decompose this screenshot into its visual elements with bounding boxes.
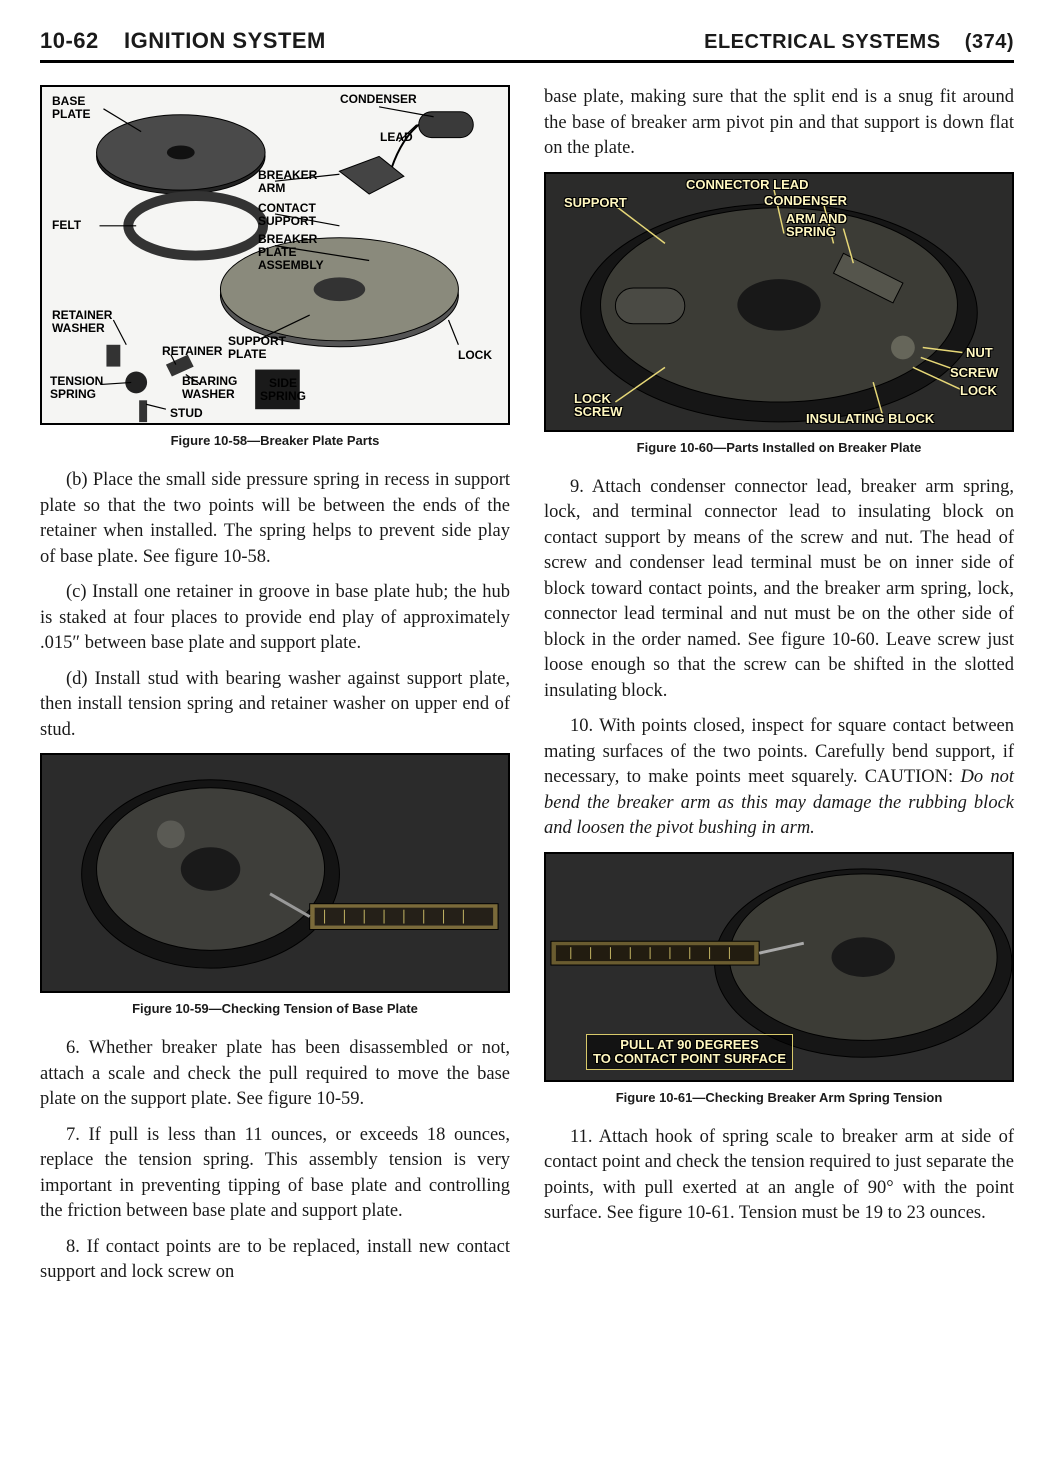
figure-10-59-caption: Figure 10-59—Checking Tension of Base Pl… [40, 1001, 510, 1016]
label-support-plate: SUPPORT PLATE [228, 335, 286, 361]
header-left: 10-62 IGNITION SYSTEM [40, 28, 326, 54]
para-top: base plate, making sure that the split e… [544, 85, 1014, 162]
figure-10-61: PULL AT 90 DEGREES TO CONTACT POINT SURF… [544, 852, 1014, 1082]
figure-10-58: BASE PLATE CONDENSER LEAD BREAKER ARM FE… [40, 85, 510, 425]
figure-10-60-caption: Figure 10-60—Parts Installed on Breaker … [544, 440, 1014, 455]
label-nut: NUT [966, 346, 993, 360]
label-lock: LOCK [458, 349, 492, 362]
label-connector-lead: CONNECTOR LEAD [686, 178, 809, 192]
right-title: ELECTRICAL SYSTEMS [704, 31, 940, 53]
right-column: base plate, making sure that the split e… [544, 85, 1014, 1296]
label-insulating-block: INSULATING BLOCK [806, 412, 934, 426]
left-column: BASE PLATE CONDENSER LEAD BREAKER ARM FE… [40, 85, 510, 1296]
label-bearing-washer: BEARING WASHER [182, 375, 237, 401]
para-d: (d) Install stud with bearing washer aga… [40, 667, 510, 744]
figure-10-59 [40, 753, 510, 993]
figure-10-58-caption: Figure 10-58—Breaker Plate Parts [40, 433, 510, 448]
label-arm-and-spring: ARM AND SPRING [786, 212, 847, 239]
para-c: (c) Install one retainer in groove in ba… [40, 580, 510, 657]
label-lock-screw: LOCK SCREW [574, 392, 622, 419]
section-title: IGNITION SYSTEM [124, 28, 326, 53]
label-stud: STUD [170, 407, 203, 420]
figure-10-60: CONNECTOR LEAD SUPPORT CONDENSER ARM AND… [544, 172, 1014, 432]
page-number: (374) [965, 31, 1014, 53]
label-retainer: RETAINER [162, 345, 222, 358]
label-side-spring: SIDE SPRING [260, 377, 306, 403]
page-section: 10-62 [40, 28, 99, 53]
fig59-svg [42, 755, 508, 993]
label-retainer-washer: RETAINER WASHER [52, 309, 112, 335]
label-tension-spring: TENSION SPRING [50, 375, 103, 401]
header-right: ELECTRICAL SYSTEMS (374) [704, 31, 1014, 54]
para-8: 8. If contact points are to be replaced,… [40, 1235, 510, 1286]
label-screw: SCREW [950, 366, 998, 380]
label-breaker-plate-asm: BREAKER PLATE ASSEMBLY [258, 233, 324, 273]
para-10-plain: 10. With points closed, inspect for squa… [544, 716, 1014, 787]
label-contact-support: CONTACT SUPPORT [258, 202, 316, 228]
label-base-plate: BASE PLATE [52, 95, 90, 121]
para-6: 6. Whether breaker plate has been disass… [40, 1036, 510, 1113]
para-7: 7. If pull is less than 11 ounces, or ex… [40, 1123, 510, 1225]
figure-10-61-caption: Figure 10-61—Checking Breaker Arm Spring… [544, 1090, 1014, 1105]
label-pull-90: PULL AT 90 DEGREES TO CONTACT POINT SURF… [586, 1034, 793, 1069]
label-breaker-arm: BREAKER ARM [258, 169, 317, 195]
label-lead: LEAD [380, 131, 413, 144]
two-column-layout: BASE PLATE CONDENSER LEAD BREAKER ARM FE… [40, 85, 1014, 1296]
label-condenser2: CONDENSER [764, 194, 847, 208]
label-lock2: LOCK [960, 384, 997, 398]
para-b: (b) Place the small side pressure spring… [40, 468, 510, 570]
page-header: 10-62 IGNITION SYSTEM ELECTRICAL SYSTEMS… [40, 28, 1014, 63]
label-felt: FELT [52, 219, 81, 232]
para-11: 11. Attach hook of spring scale to break… [544, 1125, 1014, 1227]
label-condenser: CONDENSER [340, 93, 417, 106]
para-10: 10. With points closed, inspect for squa… [544, 714, 1014, 842]
para-9: 9. Attach condenser connector lead, brea… [544, 475, 1014, 705]
label-support: SUPPORT [564, 196, 627, 210]
